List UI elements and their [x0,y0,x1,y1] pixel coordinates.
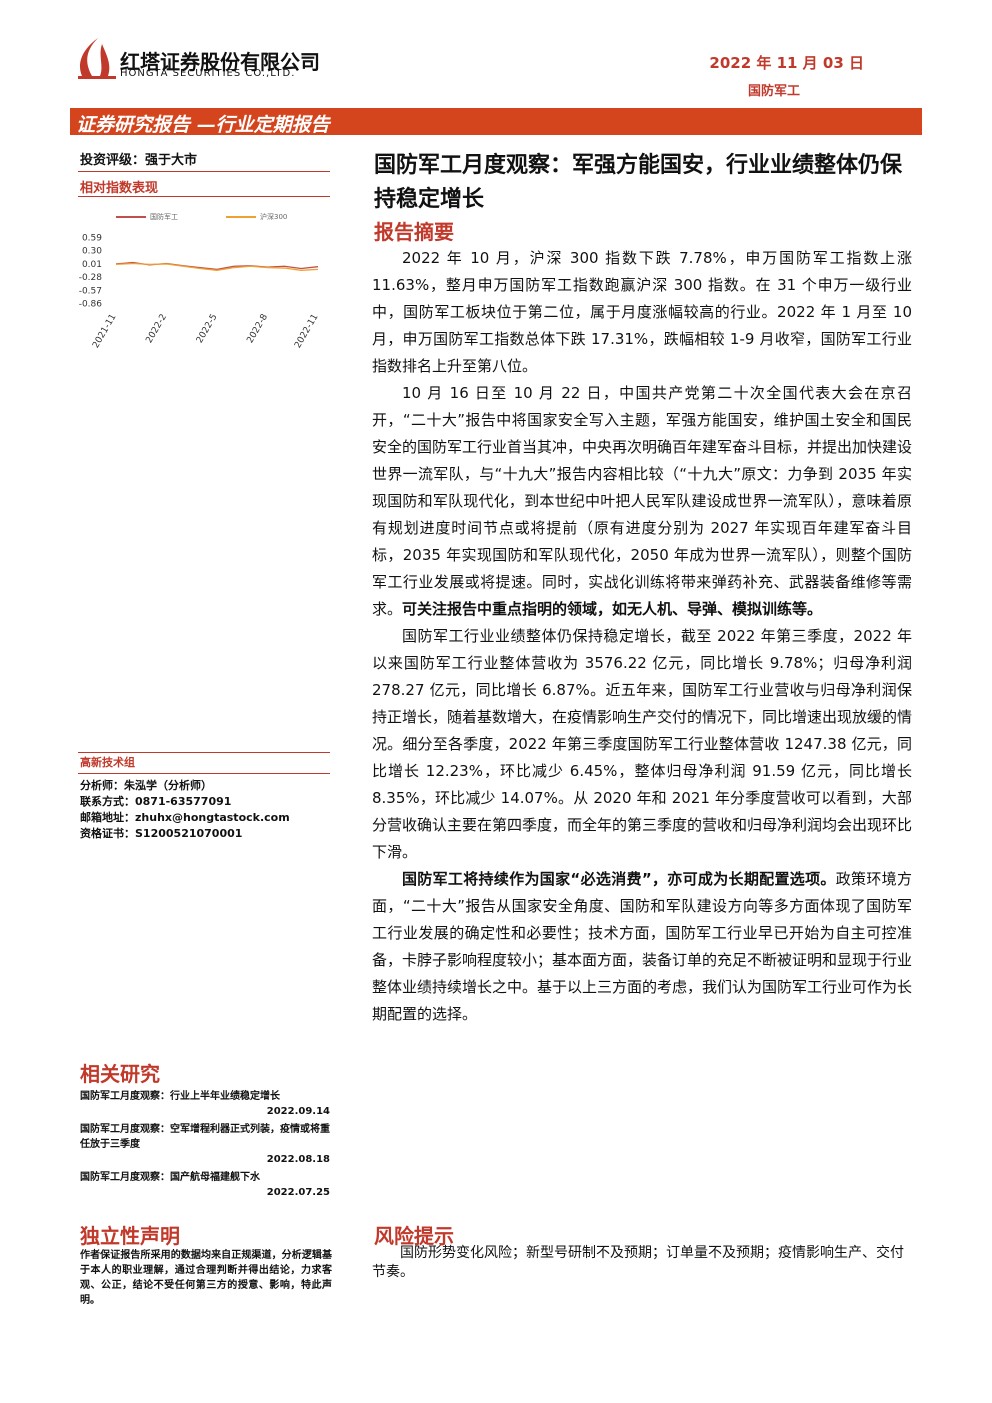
chart: 0.59 0.30 0.01 -0.28 -0.57 -0.86 2021-11 2022-2… [79,212,321,351]
banner: 证券研究报告 —行业定期报告 [76,114,330,136]
text: 10 月 16 日至 10 月 22 日，中国共产党第二十次全国代表大会在京召开… [372,384,913,618]
x-tick-label: 2021-11 [91,313,118,351]
y-tick-label: -0.57 [79,286,102,296]
analyst-line: 邮箱地址：zhuhx@hongtastock.com [80,811,290,824]
analyst: 分析师：朱泓学（分析师） 联系方式：0871-63577091 邮箱地址：zhu… [80,778,290,842]
series-line [115,262,319,271]
related-title: 国防军工月度观察：空军增程利器正式列装，疫情或将重任放于三季度 [80,1124,330,1150]
logo [78,38,116,79]
y-tick-label: 0.59 [82,234,102,244]
text: 政策环境方面，“二十大”报告从国家安全角度、国防和军队建设方向等多方面体现了国防… [372,870,913,1023]
paragraph: 国防军工将持续作为国家“必选消费”，亦可成为长期配置选项。政策环境方面，“二十大… [372,866,912,1028]
risk-heading: 风险提示 [374,1224,454,1248]
company: 红塔证券股份有限公司 [120,50,320,74]
title: 国防军工月度观察：军强方能国安，行业业绩整体仍保持稳定增长 [374,152,903,212]
group: 高新技术组 [80,756,135,769]
body: 2022 年 10 月，沪深 300 指数下跌 7.78%，申万国防军工指数上涨… [372,245,912,1028]
related-date: 2022.08.18 [266,1154,330,1165]
analyst-line: 分析师：朱泓学（分析师） [80,779,212,792]
chart-heading: 相对指数表现 [80,181,159,196]
x-tick-label: 2022-11 [293,313,320,351]
y-tick-label: 0.01 [82,260,102,270]
paragraph: 国防军工行业业绩整体仍保持稳定增长，截至 2022 年第三季度，2022 年以来… [372,627,913,861]
y-tick-label: -0.28 [79,273,103,283]
sector: 国防军工 [748,84,801,99]
bold-text: 国防军工将持续作为国家“必选消费”，亦可成为长期配置选项。 [402,870,836,888]
y-tick-label: 0.30 [82,247,102,257]
statement-heading: 独立性声明 [80,1224,180,1248]
related: 国防军工月度观察：行业上半年业绩稳定增长 2022.09.14 国防军工月度观察… [80,1089,330,1200]
statement: 作者保证报告所采用的数据均来自正规渠道，分析逻辑基于本人的职业理解，通过合理判断… [80,1250,332,1306]
legend-label: 国防军工 [150,212,178,221]
analyst-line: 联系方式：0871-63577091 [80,795,232,808]
banner-bar [70,108,922,135]
related-date: 2022.09.14 [266,1106,330,1117]
risk: 国防形势变化风险；新型号研制不及预期；订单量不及预期；疫情影响生产、交付节奏。 [372,1245,904,1280]
related-heading: 相关研究 [80,1062,160,1086]
legend-label: 沪深300 [260,212,287,221]
x-tick-label: 2022-2 [144,313,169,346]
date: 2022 年 11 月 03 日 [709,54,864,72]
x-tick-label: 2022-8 [245,312,270,345]
related-title: 国防军工月度观察：国产航母福建舰下水 [80,1172,260,1183]
related-title: 国防军工月度观察：行业上半年业绩稳定增长 [80,1091,280,1102]
paragraph: 10 月 16 日至 10 月 22 日，中国共产党第二十次全国代表大会在京召开… [372,380,912,623]
paragraph: 2022 年 10 月，沪深 300 指数下跌 7.78%，申万国防军工指数上涨… [372,249,912,375]
related-date: 2022.07.25 [266,1187,330,1198]
rating: 投资评级：强于大市 [80,153,198,168]
y-tick-label: -0.86 [79,300,103,310]
company-en: HONGTA SECURITIES CO.,LTD. [120,68,296,79]
summary-heading: 报告摘要 [374,220,454,244]
x-tick-label: 2022-5 [195,313,220,346]
bold-text: 可关注报告中重点指明的领域，如无人机、导弹、模拟训练等。 [402,600,823,618]
analyst-line: 资格证书：S1200521070001 [80,827,243,840]
